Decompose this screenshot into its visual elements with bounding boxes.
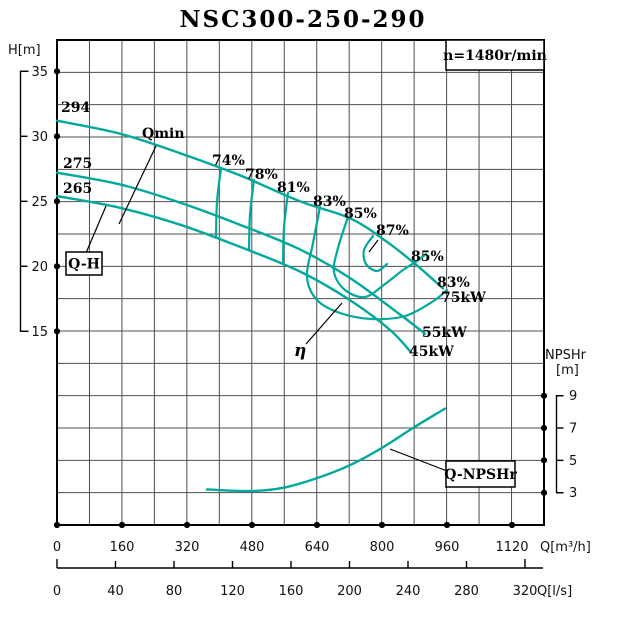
qh-265-curve [55, 194, 412, 354]
q-npshr-curve [205, 407, 447, 493]
q-axis-dot [118, 521, 126, 529]
efficiency-contour-74 [214, 166, 223, 238]
efficiency-contour-87 [362, 234, 389, 273]
h-axis-title: H[m] [8, 43, 41, 58]
curve-label-74pct: 74% [212, 153, 245, 169]
ls-axis-title: Q[l/s] [537, 584, 572, 599]
q-axis-tick-label: 480 [240, 540, 265, 555]
ls-axis-tick-label: 160 [279, 584, 304, 599]
ls-axis-tick-label: 80 [166, 584, 183, 599]
q-axis-tick-label: 640 [305, 540, 330, 555]
h-axis-dot [53, 68, 61, 75]
npshr-axis-dot [540, 424, 548, 432]
npshr-axis-tick-label: 5 [569, 454, 577, 469]
h-axis-dot [53, 133, 61, 140]
curve-label-87pct: 87% [376, 223, 409, 239]
q-axis-tick-label: 160 [110, 540, 135, 555]
curve-label-83pct: 83% [313, 194, 346, 210]
qnpshr-box-label: Q-NPSHr [444, 467, 517, 483]
plot-border [56, 39, 545, 526]
q-axis-dot [53, 521, 61, 529]
curve-label-85pct: 85% [344, 206, 377, 222]
q-axis-tick-label: 0 [53, 540, 61, 555]
qh-box-label: Q-H [68, 257, 100, 273]
ls-axis-tick-label: 280 [454, 584, 479, 599]
chart-title: NSC300-250-290 [179, 6, 426, 33]
q-axis-dot [508, 521, 516, 529]
curve-label-83pct: 83% [437, 275, 470, 291]
ls-axis-tick-label: 120 [220, 584, 245, 599]
ls-axis-tick-label: 0 [53, 584, 61, 599]
q-axis-tick-label: 960 [435, 540, 460, 555]
q-axis-tick-label: 320 [175, 540, 200, 555]
speed-box [445, 39, 545, 71]
ls-axis-tick-label: 320 [513, 584, 538, 599]
q-axis-dot [248, 521, 256, 529]
ls-axis-tick-label: 240 [396, 584, 421, 599]
speed-box-label: n=1480r/min [443, 48, 547, 64]
q-axis-dot [443, 521, 451, 529]
qnpshr-box [445, 460, 516, 488]
q-axis-dot [183, 521, 191, 529]
ls-axis-tick-label: 40 [107, 584, 124, 599]
h-axis-tick-label: 15 [31, 325, 48, 340]
curve-label-qmin: Qmin [142, 126, 185, 142]
curve-label-55kw: 55kW [422, 325, 467, 341]
qh-leader [85, 205, 107, 254]
curve-label-85pct: 85% [411, 249, 444, 265]
q-axis-tick-label: 800 [370, 540, 395, 555]
curve-label-78pct: 78% [245, 167, 278, 183]
ls-axis-tick-label: 200 [337, 584, 362, 599]
eta-leader [305, 302, 343, 345]
q-axis-tick-label: 1120 [495, 540, 528, 555]
h-axis-tick-label: 35 [31, 65, 48, 80]
qh-275-curve [55, 171, 427, 336]
npshr-axis-unit: [m] [556, 363, 579, 378]
curve-label-eta: η [294, 341, 306, 361]
qmin-line [118, 145, 157, 225]
h-axis-dot [53, 198, 61, 205]
q-axis-dot [313, 521, 321, 529]
h-axis-tick-label: 25 [31, 195, 48, 210]
npshr-axis-dot [540, 489, 548, 496]
curve-label-81pct: 81% [277, 180, 310, 196]
h-axis-tick-label: 20 [31, 260, 48, 275]
npshr-axis-tick-label: 7 [569, 422, 577, 437]
efficiency-contour-83 [305, 205, 449, 321]
qh-box [65, 251, 103, 276]
qnpshr-leader [389, 448, 448, 472]
curve-label-45kw: 45kW [409, 344, 454, 360]
h-axis-tick-label: 30 [31, 130, 48, 145]
curve-label-275: 275 [63, 156, 92, 172]
npshr-axis-title: NPSHr [545, 348, 587, 363]
eff87-leader [368, 239, 379, 253]
q-axis-title: Q[m³/h] [540, 540, 591, 555]
npshr-axis-dot [540, 457, 548, 464]
qh-294-curve [55, 119, 445, 290]
npshr-axis-tick-label: 3 [569, 486, 577, 501]
npshr-axis-tick-label: 9 [569, 389, 577, 404]
curve-label-294: 294 [61, 100, 90, 116]
npshr-axis-dot [540, 392, 548, 399]
q-axis-dot [378, 521, 386, 529]
efficiency-contour-78 [247, 178, 256, 252]
curve-label-75kw: 75kW [441, 290, 486, 306]
efficiency-contour-81 [281, 191, 290, 264]
efficiency-contour-85 [332, 215, 428, 299]
h-axis-dot [53, 263, 61, 270]
h-axis-dot [53, 328, 61, 335]
curve-label-265: 265 [63, 181, 92, 197]
